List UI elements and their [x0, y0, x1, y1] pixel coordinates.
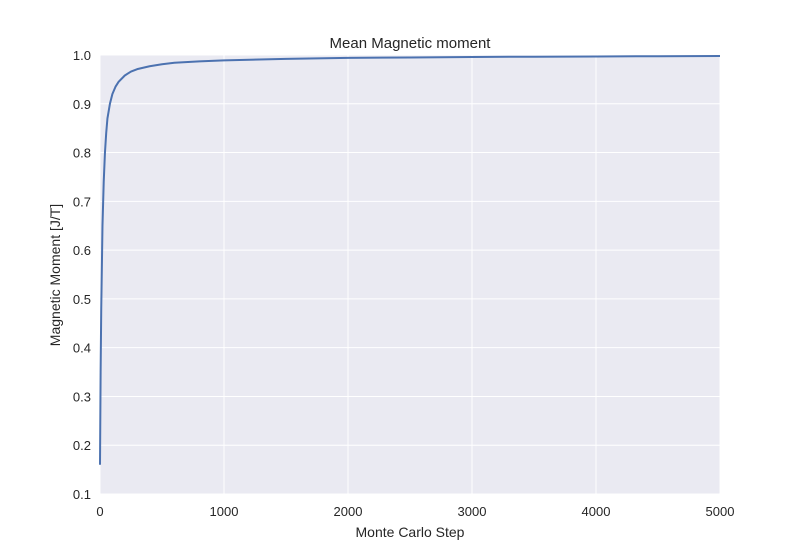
y-tick-label: 0.8 [73, 146, 91, 161]
y-axis-label: Magnetic Moment [J/T] [47, 204, 63, 346]
x-tick-label: 2000 [334, 504, 363, 519]
x-axis-ticks: 0 1000 2000 3000 4000 5000 [96, 504, 734, 519]
series-line [99, 54, 721, 465]
y-axis-ticks: 0.1 0.2 0.3 0.4 0.5 0.6 0.7 0.8 0.9 1.0 [73, 48, 91, 502]
y-tick-label: 0.2 [73, 438, 91, 453]
y-tick-label: 0.5 [73, 292, 91, 307]
x-tick-label: 0 [96, 504, 103, 519]
y-tick-label: 0.6 [73, 243, 91, 258]
x-tick-label: 5000 [706, 504, 735, 519]
y-tick-label: 0.9 [73, 97, 91, 112]
chart-title: Mean Magnetic moment [330, 35, 492, 52]
x-tick-label: 4000 [582, 504, 611, 519]
y-tick-label: 0.3 [73, 389, 91, 404]
series-layer [99, 54, 721, 465]
y-tick-label: 0.7 [73, 194, 91, 209]
grid-lines [99, 54, 721, 495]
y-tick-label: 0.4 [73, 341, 91, 356]
y-tick-label: 0.1 [73, 487, 91, 502]
x-axis-label: Monte Carlo Step [356, 524, 465, 540]
x-tick-label: 1000 [210, 504, 239, 519]
x-tick-label: 3000 [458, 504, 487, 519]
y-tick-label: 1.0 [73, 48, 91, 63]
plot-area [100, 55, 720, 494]
